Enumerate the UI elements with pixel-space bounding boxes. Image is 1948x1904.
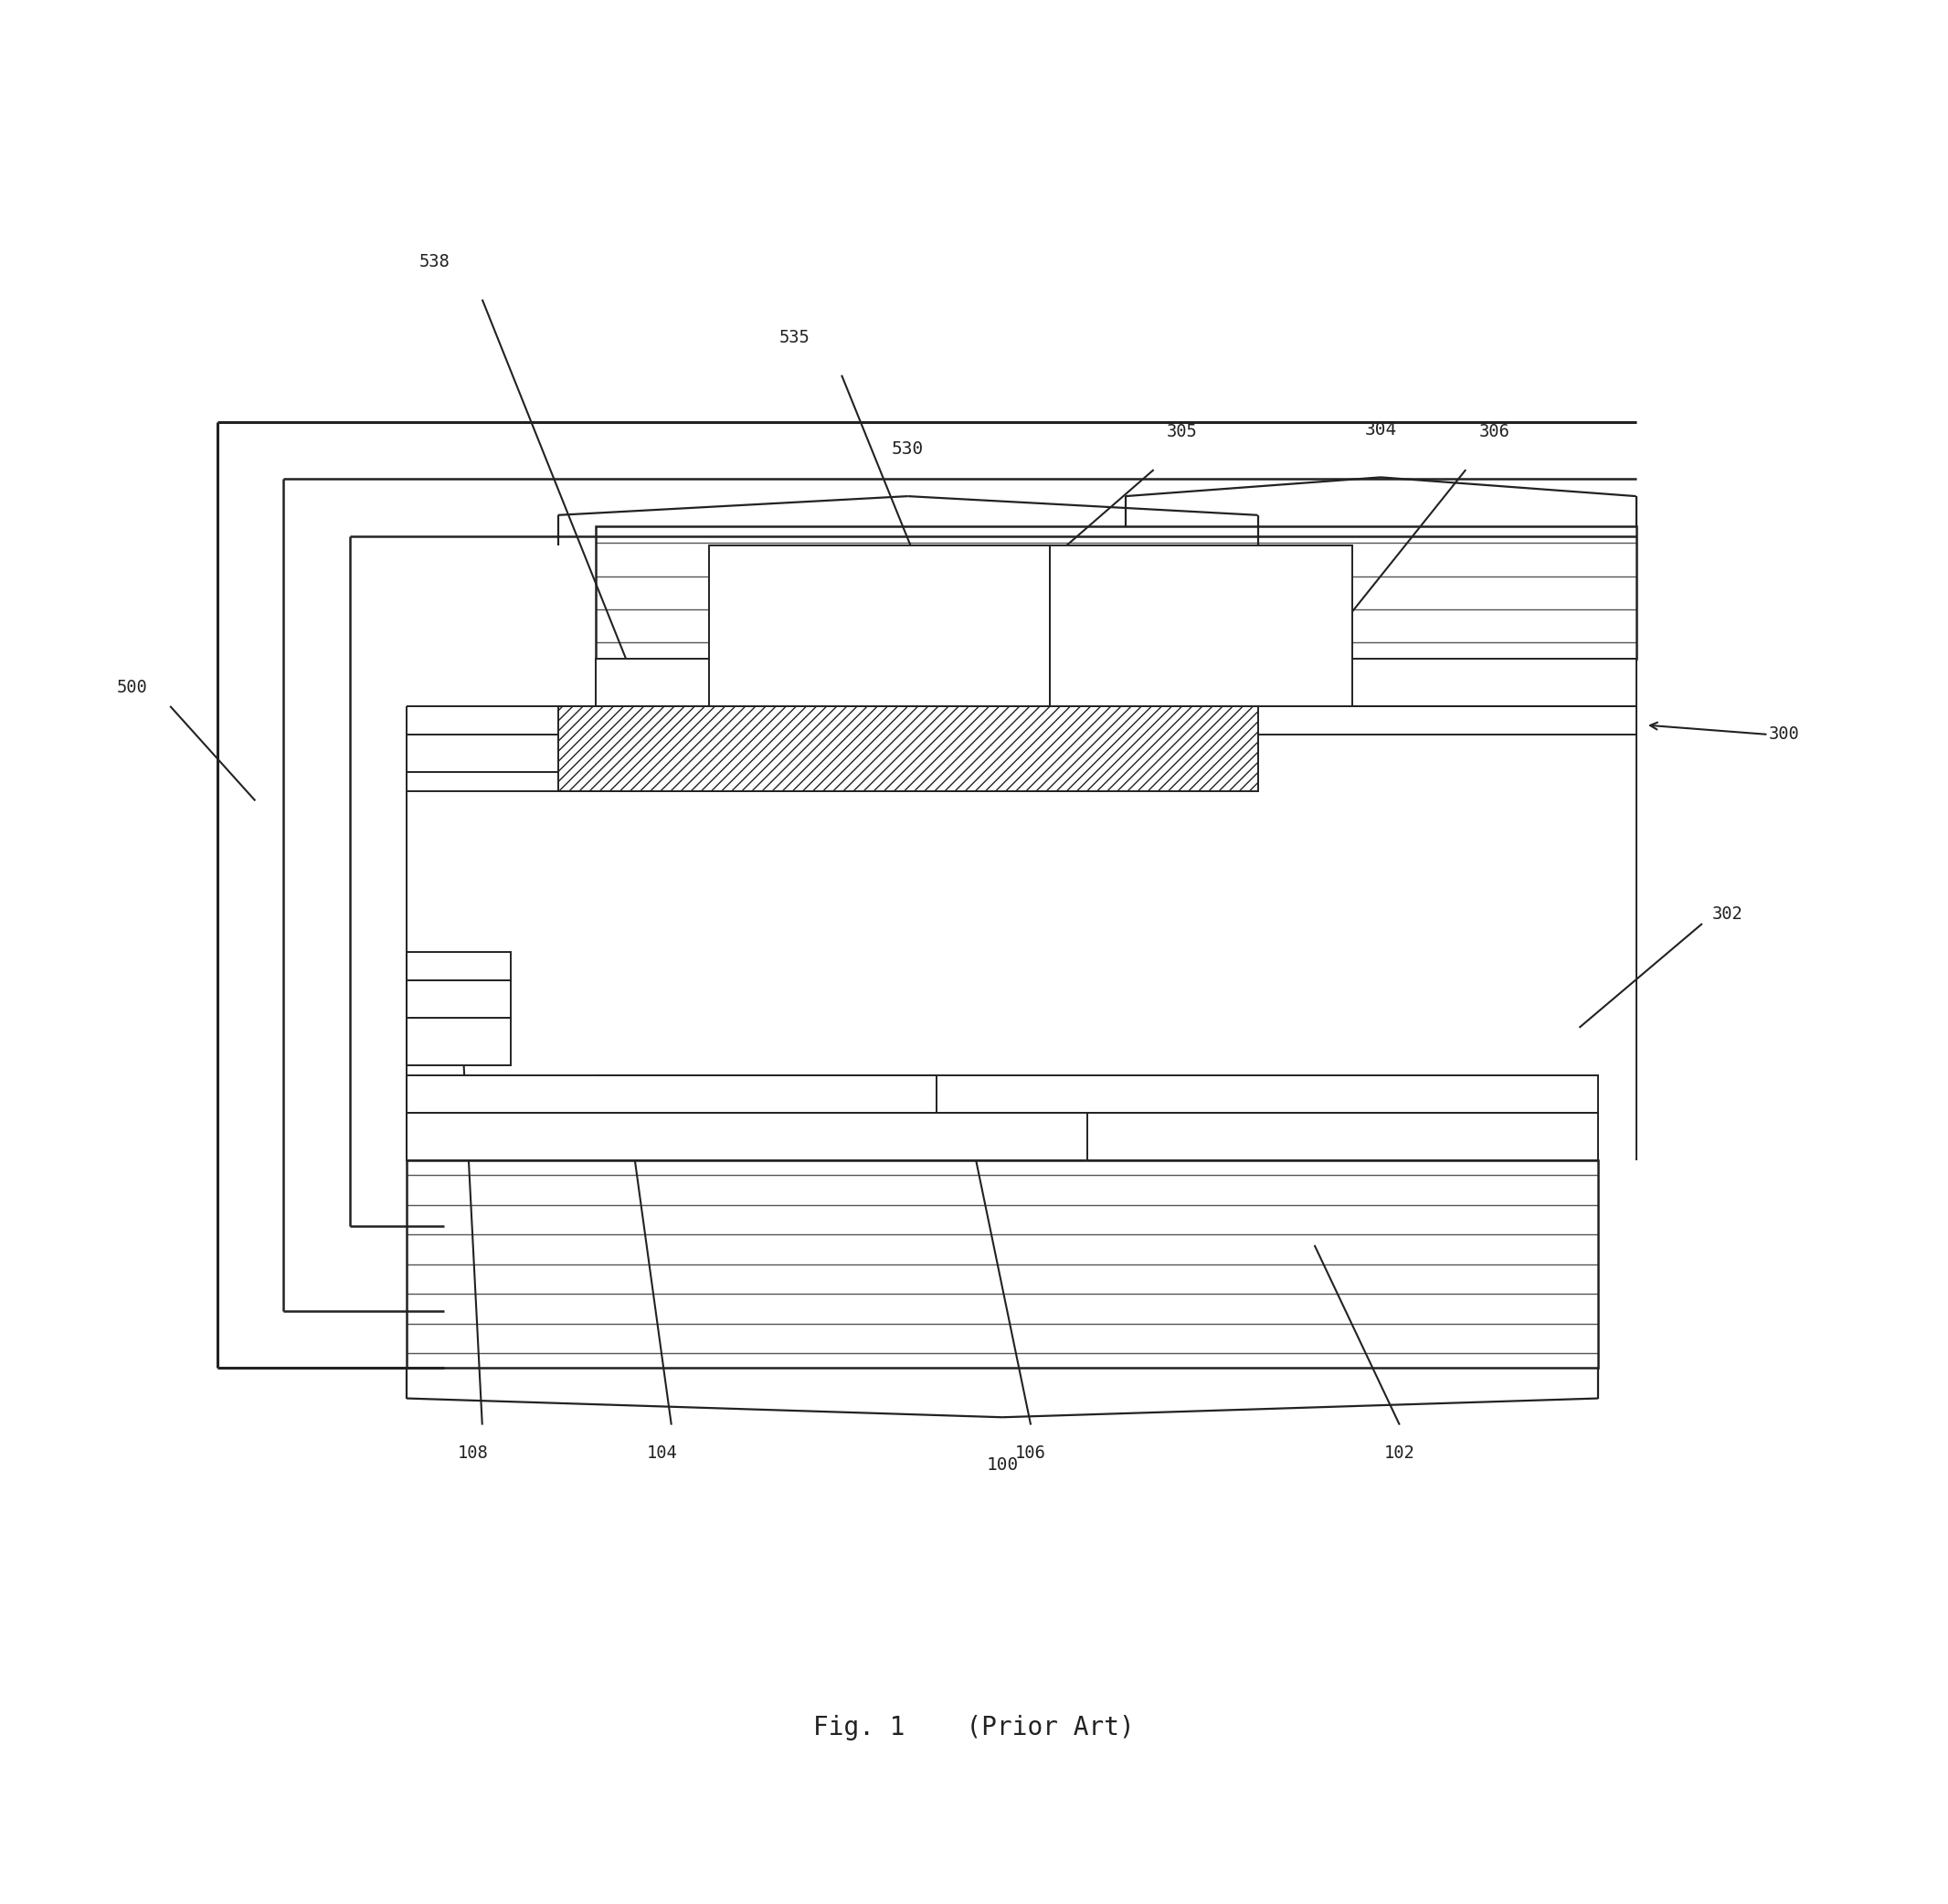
Bar — [596, 659, 1126, 706]
Bar — [709, 545, 1050, 706]
Text: 500: 500 — [117, 678, 148, 695]
Bar — [1126, 659, 1636, 706]
Text: 305: 305 — [1167, 423, 1198, 440]
Text: 104: 104 — [647, 1445, 678, 1462]
Bar — [407, 1112, 1087, 1160]
Text: 306: 306 — [1479, 423, 1510, 440]
Text: 102: 102 — [1385, 1445, 1414, 1462]
Text: 108: 108 — [458, 1445, 489, 1462]
Bar — [557, 706, 1258, 792]
Text: D: D — [875, 615, 884, 628]
Bar — [596, 526, 1636, 659]
Text: 530: 530 — [892, 440, 923, 457]
Bar — [407, 952, 510, 981]
Text: 106: 106 — [1015, 1445, 1046, 1462]
Text: 302: 302 — [1712, 906, 1743, 923]
Bar — [407, 1076, 937, 1112]
Bar — [407, 1160, 1597, 1369]
Bar — [1050, 545, 1352, 706]
Bar — [596, 1076, 1597, 1112]
Bar — [407, 1019, 510, 1066]
Bar — [407, 981, 510, 1019]
Text: 535: 535 — [779, 329, 810, 347]
Text: W: W — [1196, 615, 1206, 628]
Text: 100: 100 — [986, 1457, 1019, 1474]
Text: Fig. 1    (Prior Art): Fig. 1 (Prior Art) — [814, 1716, 1134, 1740]
Text: 304: 304 — [1364, 421, 1397, 438]
Bar — [596, 1112, 1597, 1160]
Text: 300: 300 — [1769, 725, 1800, 743]
Text: 538: 538 — [419, 253, 450, 270]
